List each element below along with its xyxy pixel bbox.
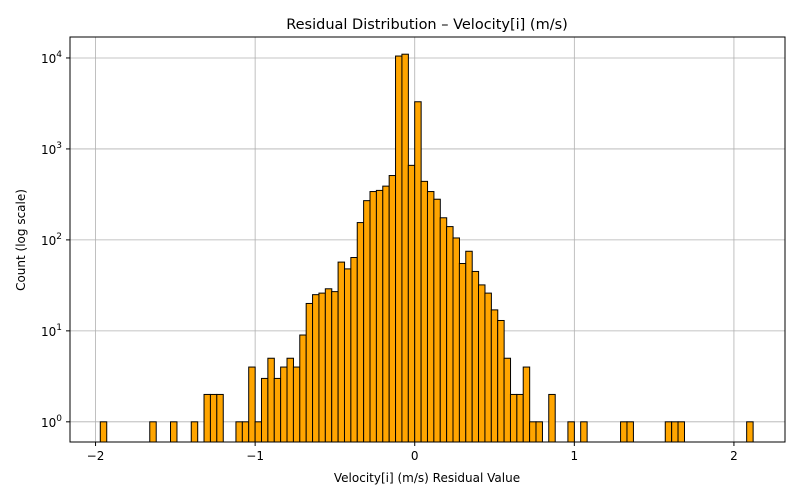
histogram-bar: [414, 101, 422, 443]
histogram-bar: [548, 393, 556, 443]
x-tick-label: 0: [411, 449, 419, 463]
y-tick-exponent: 2: [56, 232, 62, 242]
histogram-bar: [522, 366, 531, 443]
histogram-bar: [350, 257, 358, 443]
histogram-bar: [241, 421, 250, 443]
histogram-bar: [746, 421, 754, 443]
histogram-bar: [671, 421, 679, 443]
histogram-bar: [478, 284, 486, 443]
histogram-bar: [324, 288, 333, 443]
histogram-bar: [299, 334, 307, 443]
histogram-bar: [363, 200, 371, 443]
histogram-bar: [318, 292, 326, 443]
histogram-bar: [331, 291, 339, 443]
histogram-bar: [620, 421, 628, 443]
histogram-bar: [535, 421, 543, 443]
histogram-bar: [446, 226, 454, 443]
y-tick-base: 10: [41, 52, 56, 66]
y-tick-exponent: 1: [56, 323, 62, 333]
histogram-bar: [260, 377, 269, 443]
histogram-bar: [203, 393, 211, 443]
y-tick-exponent: 3: [56, 141, 62, 151]
y-tick-label: 104: [41, 50, 62, 66]
histogram-bar: [305, 302, 314, 443]
x-tick-label: −2: [87, 449, 105, 463]
y-tick-base: 10: [41, 234, 56, 248]
histogram-bar: [356, 222, 365, 443]
histogram-bar: [292, 366, 301, 443]
histogram-bar: [280, 366, 288, 443]
histogram-bar: [401, 53, 409, 443]
x-tick-label: 2: [730, 449, 738, 463]
x-axis-ticks: −2 −1 0 1 2: [87, 442, 738, 463]
histogram-bar: [465, 250, 473, 443]
histogram-bar: [312, 294, 320, 443]
histogram-bar: [452, 237, 460, 443]
y-tick-exponent: 4: [56, 50, 62, 60]
histogram-bar: [216, 393, 224, 443]
histogram-bar: [490, 309, 499, 443]
histogram-bar: [529, 421, 537, 443]
histogram-bar: [170, 421, 178, 443]
x-tick-label: 1: [571, 449, 579, 463]
histogram-bar: [388, 175, 397, 443]
histogram-bar: [439, 217, 448, 443]
histogram-bar: [516, 393, 524, 443]
histogram-bar: [484, 292, 492, 443]
histogram-bar: [664, 421, 673, 443]
histogram-bar: [267, 357, 275, 443]
histogram-bar: [375, 189, 384, 443]
histogram-bar: [426, 191, 435, 443]
histogram-bar: [369, 191, 377, 443]
y-tick-label: 102: [41, 232, 62, 248]
histogram-bar: [497, 319, 505, 443]
histogram-bar: [235, 421, 243, 443]
histogram-bar: [337, 261, 346, 443]
y-tick-exponent: 0: [56, 414, 62, 424]
histogram-bar: [677, 421, 685, 443]
histogram-bar: [580, 421, 588, 443]
histogram-bar: [567, 421, 575, 443]
histogram-bar: [209, 393, 218, 443]
y-tick-label: 100: [41, 414, 62, 430]
histogram-bar: [407, 164, 416, 443]
y-tick-label: 103: [41, 141, 62, 157]
y-tick-base: 10: [41, 325, 56, 339]
y-tick-label: 101: [41, 323, 62, 339]
y-axis-label: Count (log scale): [14, 189, 28, 291]
histogram-bar: [273, 377, 282, 443]
histogram-bar: [503, 357, 512, 443]
histogram-bar: [99, 421, 108, 443]
x-tick-label: −1: [246, 449, 264, 463]
histogram-bar: [458, 263, 467, 443]
y-tick-base: 10: [41, 143, 56, 157]
histogram-bar: [626, 421, 634, 443]
histogram-bar: [254, 421, 263, 443]
histogram-bar: [190, 421, 199, 443]
histogram-bar: [149, 421, 157, 443]
x-axis-label: Velocity[i] (m/s) Residual Value: [334, 471, 520, 485]
histogram-bar: [509, 393, 518, 443]
y-tick-base: 10: [41, 416, 56, 430]
histogram-bar: [343, 268, 352, 443]
histogram-bar: [286, 357, 294, 443]
histogram-bar: [471, 270, 480, 443]
histogram-bar: [433, 198, 441, 443]
histogram-bar: [420, 180, 429, 443]
chart-title: Residual Distribution – Velocity[i] (m/s…: [286, 17, 568, 33]
histogram-bar: [395, 55, 403, 443]
histogram-bar: [248, 366, 256, 443]
histogram-bar: [382, 185, 390, 443]
